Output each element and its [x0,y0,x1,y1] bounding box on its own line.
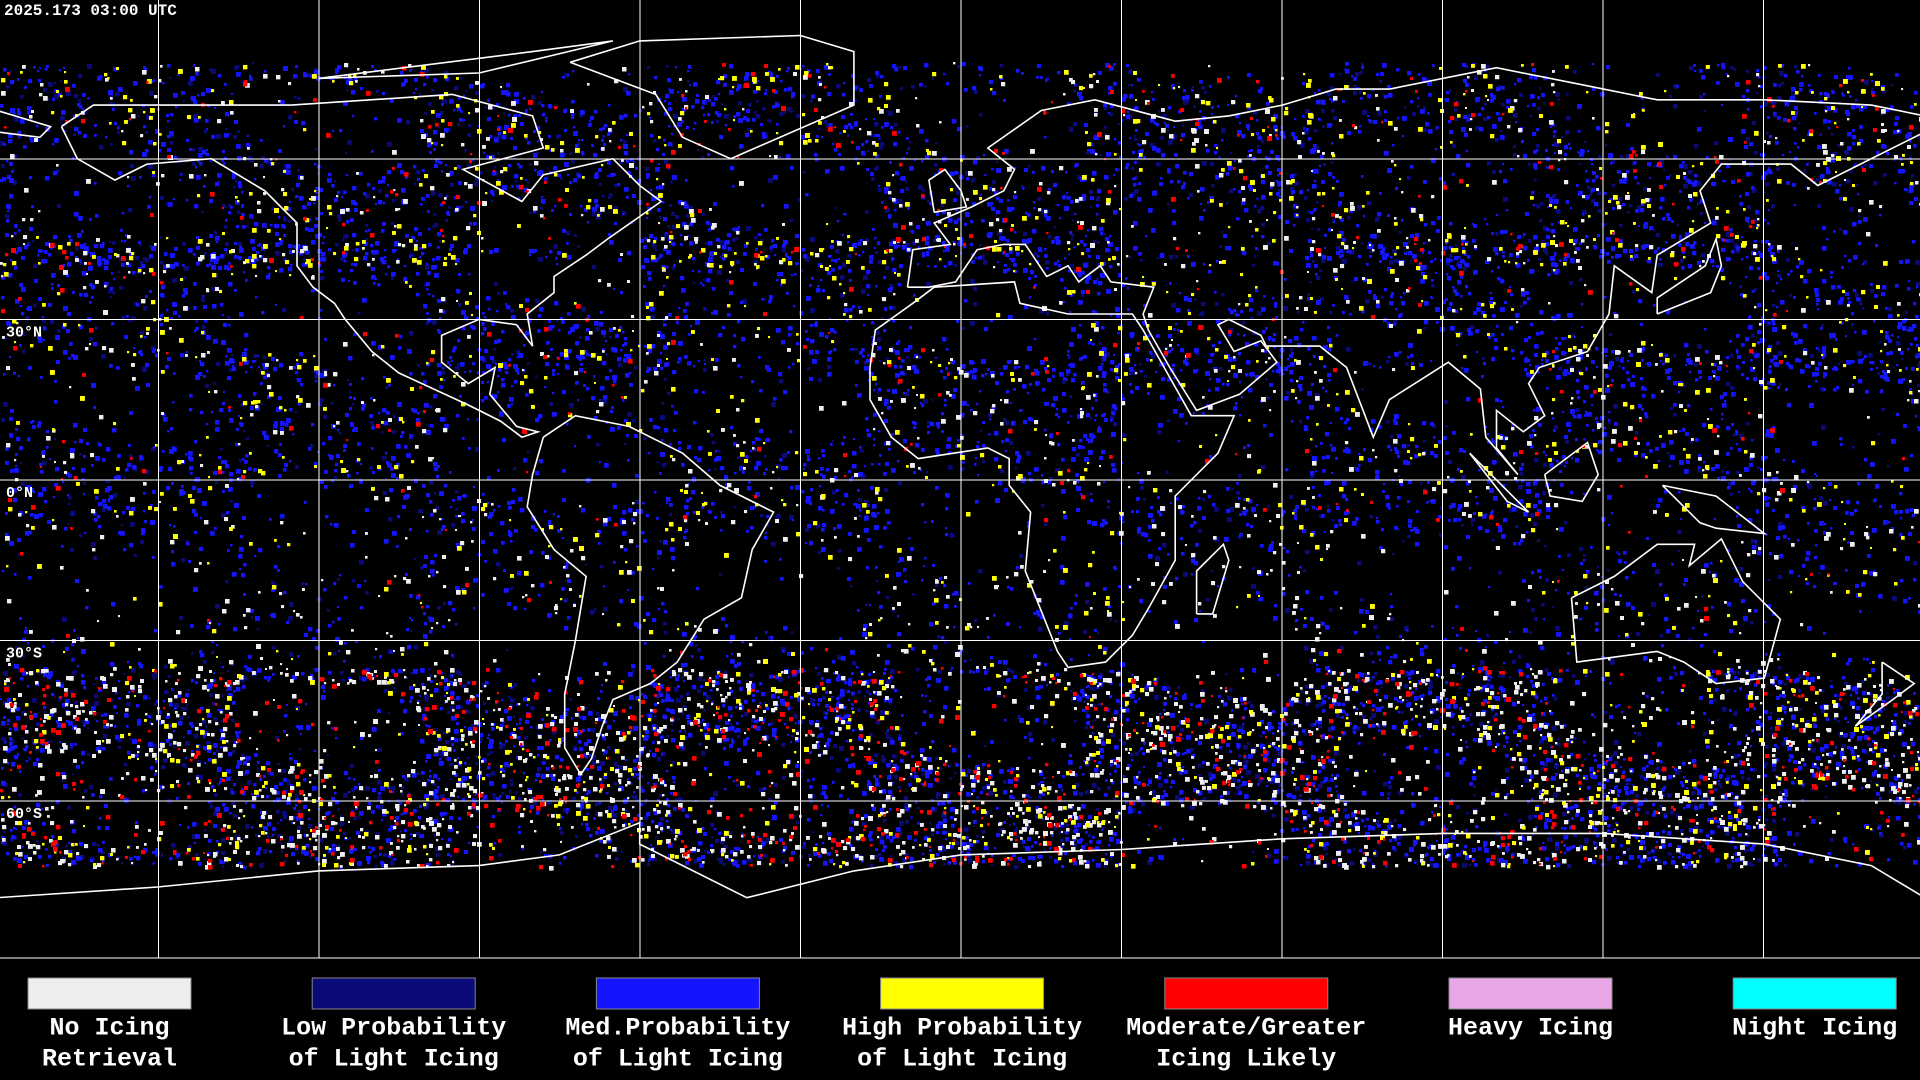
legend-label: of Light Icing [573,1045,783,1074]
latitude-label: 30°N [6,324,42,341]
graticule [0,0,1920,958]
coastline [569,34,855,160]
legend-swatch [595,977,760,1010]
legend-label: Heavy Icing [1448,1014,1613,1043]
coastline [0,821,1920,899]
coastline [1854,661,1916,727]
coastline [1661,484,1768,535]
coastline [906,66,1920,476]
legend-label: No Icing [49,1014,169,1043]
latitude-label: 60°S [6,806,42,823]
legend-swatch [1448,977,1613,1010]
legend-label: Low Probability [281,1014,506,1043]
coastline [1570,537,1782,685]
coastline [1195,542,1230,615]
coastline [60,93,663,439]
legend-swatch [880,977,1045,1010]
legend-swatch [1732,977,1897,1010]
coastline [318,40,614,80]
legend-label: of Light Icing [857,1045,1067,1074]
legend-label: Med.Probability [565,1014,790,1043]
legend-label: Night Icing [1732,1014,1897,1043]
timestamp: 2025.173 03:00 UTC [4,2,177,20]
latitude-labels: 30°N 0°N 30°S 60°S [6,324,42,823]
coastline [0,110,53,139]
coastline [1656,236,1723,315]
coastline [526,414,775,776]
coastline [1469,452,1530,513]
legend-label: High Probability [842,1014,1082,1043]
legend-label: Retrieval [42,1045,177,1074]
legend-swatch [311,977,476,1010]
legend-label: Moderate/Greater [1126,1014,1366,1043]
legend-label: Icing Likely [1156,1045,1336,1074]
coastlines [0,34,1920,899]
legend-swatch [1164,977,1329,1010]
legend-swatch [27,977,192,1010]
legend-label: of Light Icing [289,1045,499,1074]
coastline [1543,441,1600,503]
coastline [869,281,1236,669]
latitude-label: 30°S [6,645,42,662]
latitude-label: 0°N [6,485,33,502]
